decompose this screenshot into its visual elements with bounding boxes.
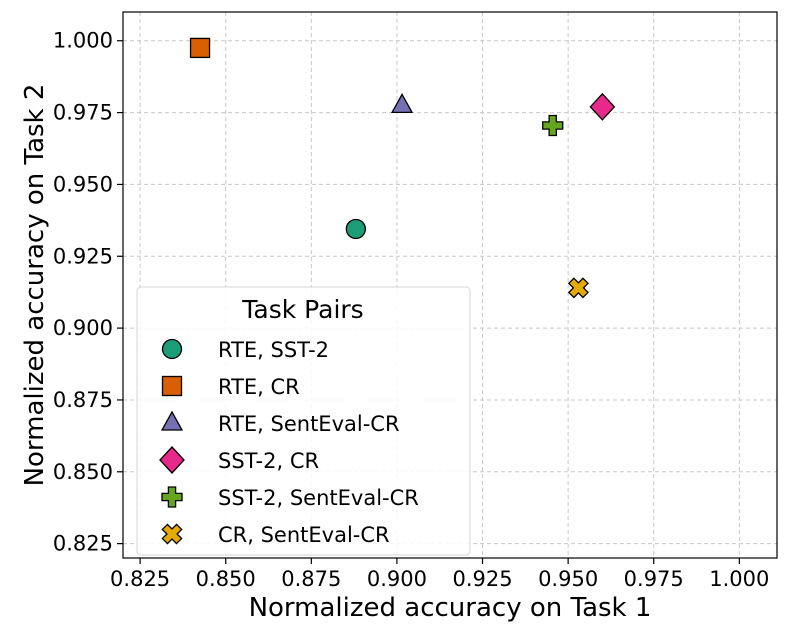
x-tick-label: 0.975 (624, 567, 684, 591)
x-axis-label: Normalized accuracy on Task 1 (249, 593, 652, 623)
y-axis-label: Normalized accuracy on Task 2 (20, 84, 50, 487)
plot-frame (122, 11, 778, 559)
x-tick-label: 0.850 (196, 567, 256, 591)
x-tick-label: 0.875 (281, 567, 341, 591)
y-tick-label: 0.900 (53, 316, 113, 340)
y-tick-label: 0.850 (53, 460, 113, 484)
data-point (589, 92, 616, 121)
data-point (345, 218, 366, 240)
x-tick-label: 0.950 (538, 567, 598, 591)
x-tick-label: 0.925 (452, 567, 512, 591)
legend-label: RTE, SST-2 (218, 338, 329, 362)
data-point (542, 114, 564, 137)
data-point (567, 277, 589, 299)
data-points (189, 37, 616, 299)
data-point (189, 37, 211, 59)
x-tick-label: 0.900 (367, 567, 427, 591)
data-point (390, 93, 414, 114)
legend-marker (161, 375, 183, 397)
legend-box (136, 286, 471, 556)
legend-title: Task Pairs (241, 295, 363, 324)
legend-marker (161, 338, 183, 360)
y-tick-label: 0.825 (53, 532, 113, 556)
x-tick-label: 1.000 (709, 567, 769, 591)
legend-label: RTE, CR (218, 375, 300, 399)
legend-marker (161, 486, 183, 508)
legend-label: CR, SentEval-CR (218, 523, 390, 547)
y-tick-label: 0.975 (53, 101, 113, 125)
axis-ticks: 0.825 0.850 0.875 0.900 0.925 0.950 0.975 1.000… (53, 29, 770, 591)
legend-marker (161, 523, 183, 545)
legend-label: RTE, SentEval-CR (218, 412, 400, 436)
x-tick-label: 0.825 (110, 567, 170, 591)
legend-marker (160, 410, 184, 431)
legend-marker (159, 446, 185, 474)
legend-items: RTE, SST-2 RTE, CR RTE, SentEval-CR SST-2, … (159, 338, 419, 547)
y-tick-label: 0.925 (53, 244, 113, 268)
legend: Task Pairs RTE, SST-2 RTE, CR RTE, SentEva… (136, 286, 471, 556)
y-tick-label: 0.875 (53, 388, 113, 412)
y-tick-label: 1.000 (53, 29, 113, 53)
legend-label: SST-2, CR (218, 449, 319, 473)
y-tick-label: 0.950 (53, 172, 113, 196)
legend-label: SST-2, SentEval-CR (218, 486, 419, 510)
